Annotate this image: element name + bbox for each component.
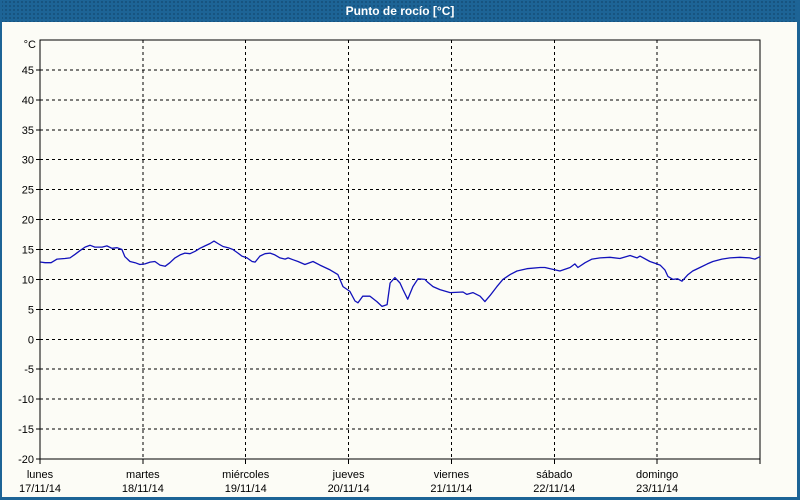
x-day-label: viernes (434, 469, 470, 481)
chart-title: Punto de rocío [°C] (345, 4, 455, 18)
y-tick-label: -10 (18, 394, 34, 406)
y-tick-label: -5 (24, 364, 34, 376)
y-tick-label: 35 (22, 125, 34, 137)
y-tick-label: 0 (28, 334, 34, 346)
title-bar: Punto de rocío [°C] (2, 0, 797, 22)
y-axis-unit-label: °C (24, 39, 36, 51)
x-day-label: martes (126, 469, 160, 481)
x-date-label: 23/11/14 (636, 483, 678, 495)
x-date-label: 21/11/14 (430, 483, 472, 495)
x-day-label: domingo (636, 469, 678, 481)
y-tick-label: 5 (28, 304, 34, 316)
y-tick-label: 45 (22, 65, 34, 77)
y-tick-label: -20 (18, 454, 34, 466)
x-date-label: 22/11/14 (533, 483, 575, 495)
y-tick-label: 40 (22, 95, 34, 107)
y-tick-label: -15 (18, 424, 34, 436)
y-tick-label: 15 (22, 245, 34, 257)
y-tick-label: 20 (22, 215, 34, 227)
y-tick-label: 30 (22, 155, 34, 167)
x-day-label: lunes (27, 469, 54, 481)
x-date-label: 20/11/14 (328, 483, 370, 495)
dew-point-line-chart: 45 40 35 30 25 20 15 10 5 0 -5 -10 -15 -20 °C lunes 17/1… (18, 39, 761, 495)
y-tick-label: 10 (22, 274, 34, 286)
x-day-label: miércoles (222, 469, 270, 481)
x-date-label: 19/11/14 (225, 483, 267, 495)
y-tick-label: 25 (22, 185, 34, 197)
x-day-label: sábado (536, 469, 572, 481)
x-day-label: jueves (332, 469, 365, 481)
dew-point-line (40, 240, 761, 308)
x-date-label: 17/11/14 (19, 483, 61, 495)
x-date-label: 18/11/14 (122, 483, 164, 495)
